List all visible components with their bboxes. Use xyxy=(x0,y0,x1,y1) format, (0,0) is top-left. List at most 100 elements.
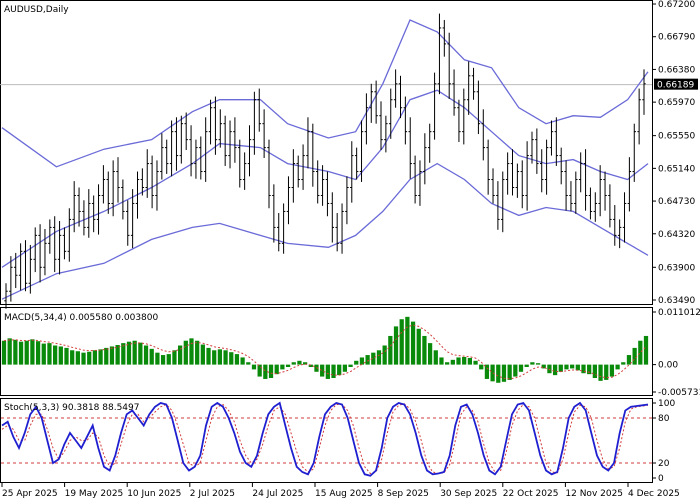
stoch-tick-label: 0 xyxy=(658,474,664,484)
macd-histogram-bar xyxy=(456,357,461,365)
macd-histogram-bar xyxy=(354,360,359,365)
price-bar xyxy=(218,109,223,148)
macd-histogram-bar xyxy=(251,364,257,370)
price-bar xyxy=(617,219,622,249)
price-bar xyxy=(403,96,408,145)
date-tick-label: 12 Nov 2025 xyxy=(565,489,623,499)
macd-histogram-bar xyxy=(70,350,75,365)
price-bar xyxy=(598,165,602,217)
price-bar xyxy=(325,171,330,217)
price-bar xyxy=(296,155,300,188)
macd-histogram-bar xyxy=(109,346,115,365)
price-bar xyxy=(77,187,81,227)
price-bar xyxy=(384,115,388,153)
macd-histogram-bar xyxy=(365,355,370,365)
price-bar xyxy=(286,176,291,225)
price-tick-label: 0.64730 xyxy=(658,197,695,207)
price-bar xyxy=(67,208,72,262)
price-bar xyxy=(169,120,174,177)
macd-histogram-bar xyxy=(47,343,52,365)
price-tick-label: 0.65550 xyxy=(658,132,695,142)
price-bar xyxy=(155,160,159,211)
price-bar xyxy=(272,184,276,243)
macd-histogram-bar xyxy=(524,364,529,368)
macd-histogram-bar xyxy=(638,340,643,365)
macd-histogram-bar xyxy=(121,343,126,365)
price-bar xyxy=(184,112,188,151)
price-bar xyxy=(262,109,266,158)
price-bar xyxy=(457,99,461,143)
macd-histogram-bar xyxy=(604,364,609,380)
macd-histogram-bar xyxy=(280,364,285,370)
stoch-d-line xyxy=(1,403,649,475)
price-bar xyxy=(111,160,115,217)
macd-histogram-bar xyxy=(229,352,234,365)
macd-histogram-bar xyxy=(575,364,580,371)
macd-histogram-bar xyxy=(166,354,171,365)
macd-histogram-bar xyxy=(234,354,240,365)
bollinger-middle xyxy=(1,89,649,268)
price-pane-frame xyxy=(0,0,653,305)
macd-histogram-bar xyxy=(132,340,137,365)
symbol-label: AUDUSD,Daily xyxy=(4,5,69,15)
price-bar xyxy=(96,184,101,235)
price-bar xyxy=(501,171,505,233)
macd-histogram-bar xyxy=(490,364,495,382)
price-bar xyxy=(486,139,490,195)
macd-histogram-bar xyxy=(371,352,376,365)
price-bar xyxy=(213,96,218,155)
price-bar xyxy=(593,192,598,222)
price-bar xyxy=(62,227,67,260)
price-bar xyxy=(569,181,573,212)
price-bar xyxy=(91,195,96,233)
price-bar xyxy=(194,139,198,179)
macd-histogram-bar xyxy=(1,340,7,365)
bollinger-lower xyxy=(1,162,649,300)
macd-histogram-bar xyxy=(598,364,603,381)
price-bar xyxy=(165,139,169,174)
macd-histogram-bar xyxy=(92,350,98,365)
price-tick-label: 0.63900 xyxy=(658,263,695,273)
date-tick-label: 8 Sep 2025 xyxy=(378,489,429,499)
price-bar xyxy=(393,69,398,108)
price-bar xyxy=(335,213,339,252)
macd-histogram-bar xyxy=(81,352,86,365)
price-bar xyxy=(130,189,135,249)
macd-tick-label: 0.011012 xyxy=(658,308,700,318)
macd-histogram-bar xyxy=(200,344,205,365)
bollinger-upper xyxy=(1,19,649,168)
price-bar xyxy=(540,149,544,193)
date-tick-label: 2 Jul 2025 xyxy=(190,489,235,499)
price-bar xyxy=(447,32,451,99)
price-bar xyxy=(535,128,539,174)
price-bar xyxy=(14,252,18,289)
price-bar xyxy=(43,228,47,276)
price-bar xyxy=(632,123,636,182)
price-bar xyxy=(491,168,495,204)
macd-histogram-bar xyxy=(263,364,268,379)
price-bar xyxy=(320,165,325,206)
macd-tick-label: -0.005731 xyxy=(658,388,700,398)
macd-histogram-bar xyxy=(246,362,251,365)
price-bar xyxy=(374,80,378,124)
price-bar xyxy=(252,91,257,155)
macd-histogram-bar xyxy=(564,364,569,370)
macd-signal-line xyxy=(3,324,647,380)
price-tick-label: 0.63490 xyxy=(658,296,695,306)
macd-histogram-bar xyxy=(643,335,649,365)
price-bar xyxy=(466,61,471,115)
macd-histogram-bar xyxy=(348,364,353,368)
price-bar xyxy=(121,179,125,220)
price-tick-label: 0.65140 xyxy=(658,164,695,174)
macd-histogram-bar xyxy=(445,362,450,365)
price-bar xyxy=(350,141,354,203)
macd-histogram-bar xyxy=(172,350,177,365)
price-bar xyxy=(330,192,335,243)
price-bar xyxy=(608,184,612,228)
macd-histogram-bar xyxy=(581,364,586,374)
macd-histogram-bar xyxy=(484,364,490,379)
macd-histogram-bar xyxy=(115,345,120,365)
macd-histogram-bar xyxy=(427,343,433,365)
